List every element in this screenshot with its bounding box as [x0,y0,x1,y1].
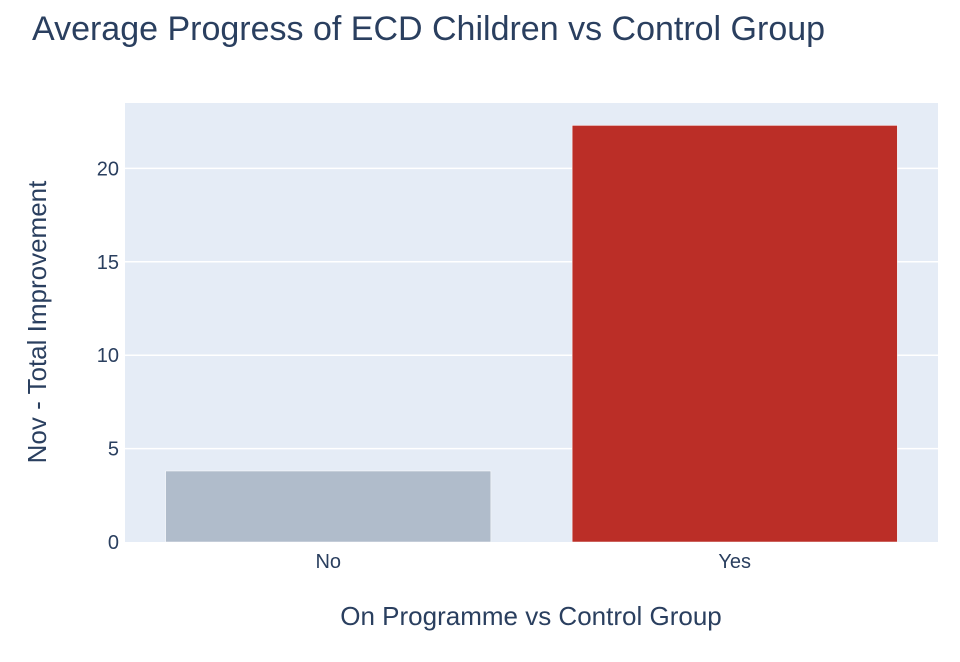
y-tick-label: 0 [108,532,119,554]
x-axis-title: On Programme vs Control Group [340,601,721,631]
bar-no[interactable] [165,470,492,543]
y-tick-label: 5 [108,439,119,461]
y-tick-label: 20 [97,158,119,180]
chart-title: Average Progress of ECD Children vs Cont… [32,10,826,48]
x-tick-label-no: No [315,551,341,573]
bars [165,125,898,543]
x-axis-ticks: No Yes [315,551,751,573]
x-tick-label-yes: Yes [718,551,751,573]
y-axis-ticks: 0 5 10 15 20 [97,158,119,554]
y-tick-label: 15 [97,252,119,274]
bar-yes[interactable] [571,125,898,543]
y-tick-label: 10 [97,345,119,367]
y-axis-title: Nov - Total Improvement [22,180,52,464]
